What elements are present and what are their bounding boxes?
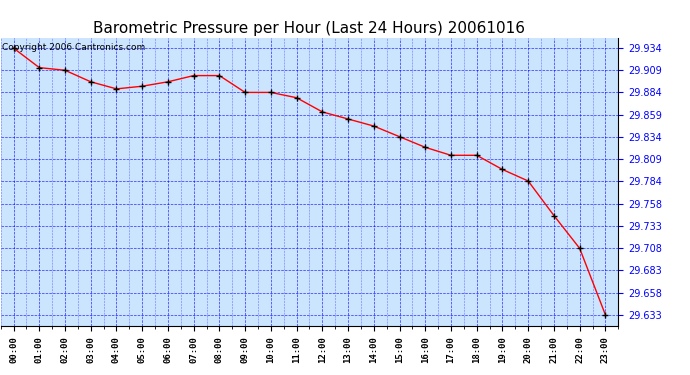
Title: Barometric Pressure per Hour (Last 24 Hours) 20061016: Barometric Pressure per Hour (Last 24 Ho… bbox=[93, 21, 526, 36]
Text: Copyright 2006 Cantronics.com: Copyright 2006 Cantronics.com bbox=[2, 43, 145, 52]
